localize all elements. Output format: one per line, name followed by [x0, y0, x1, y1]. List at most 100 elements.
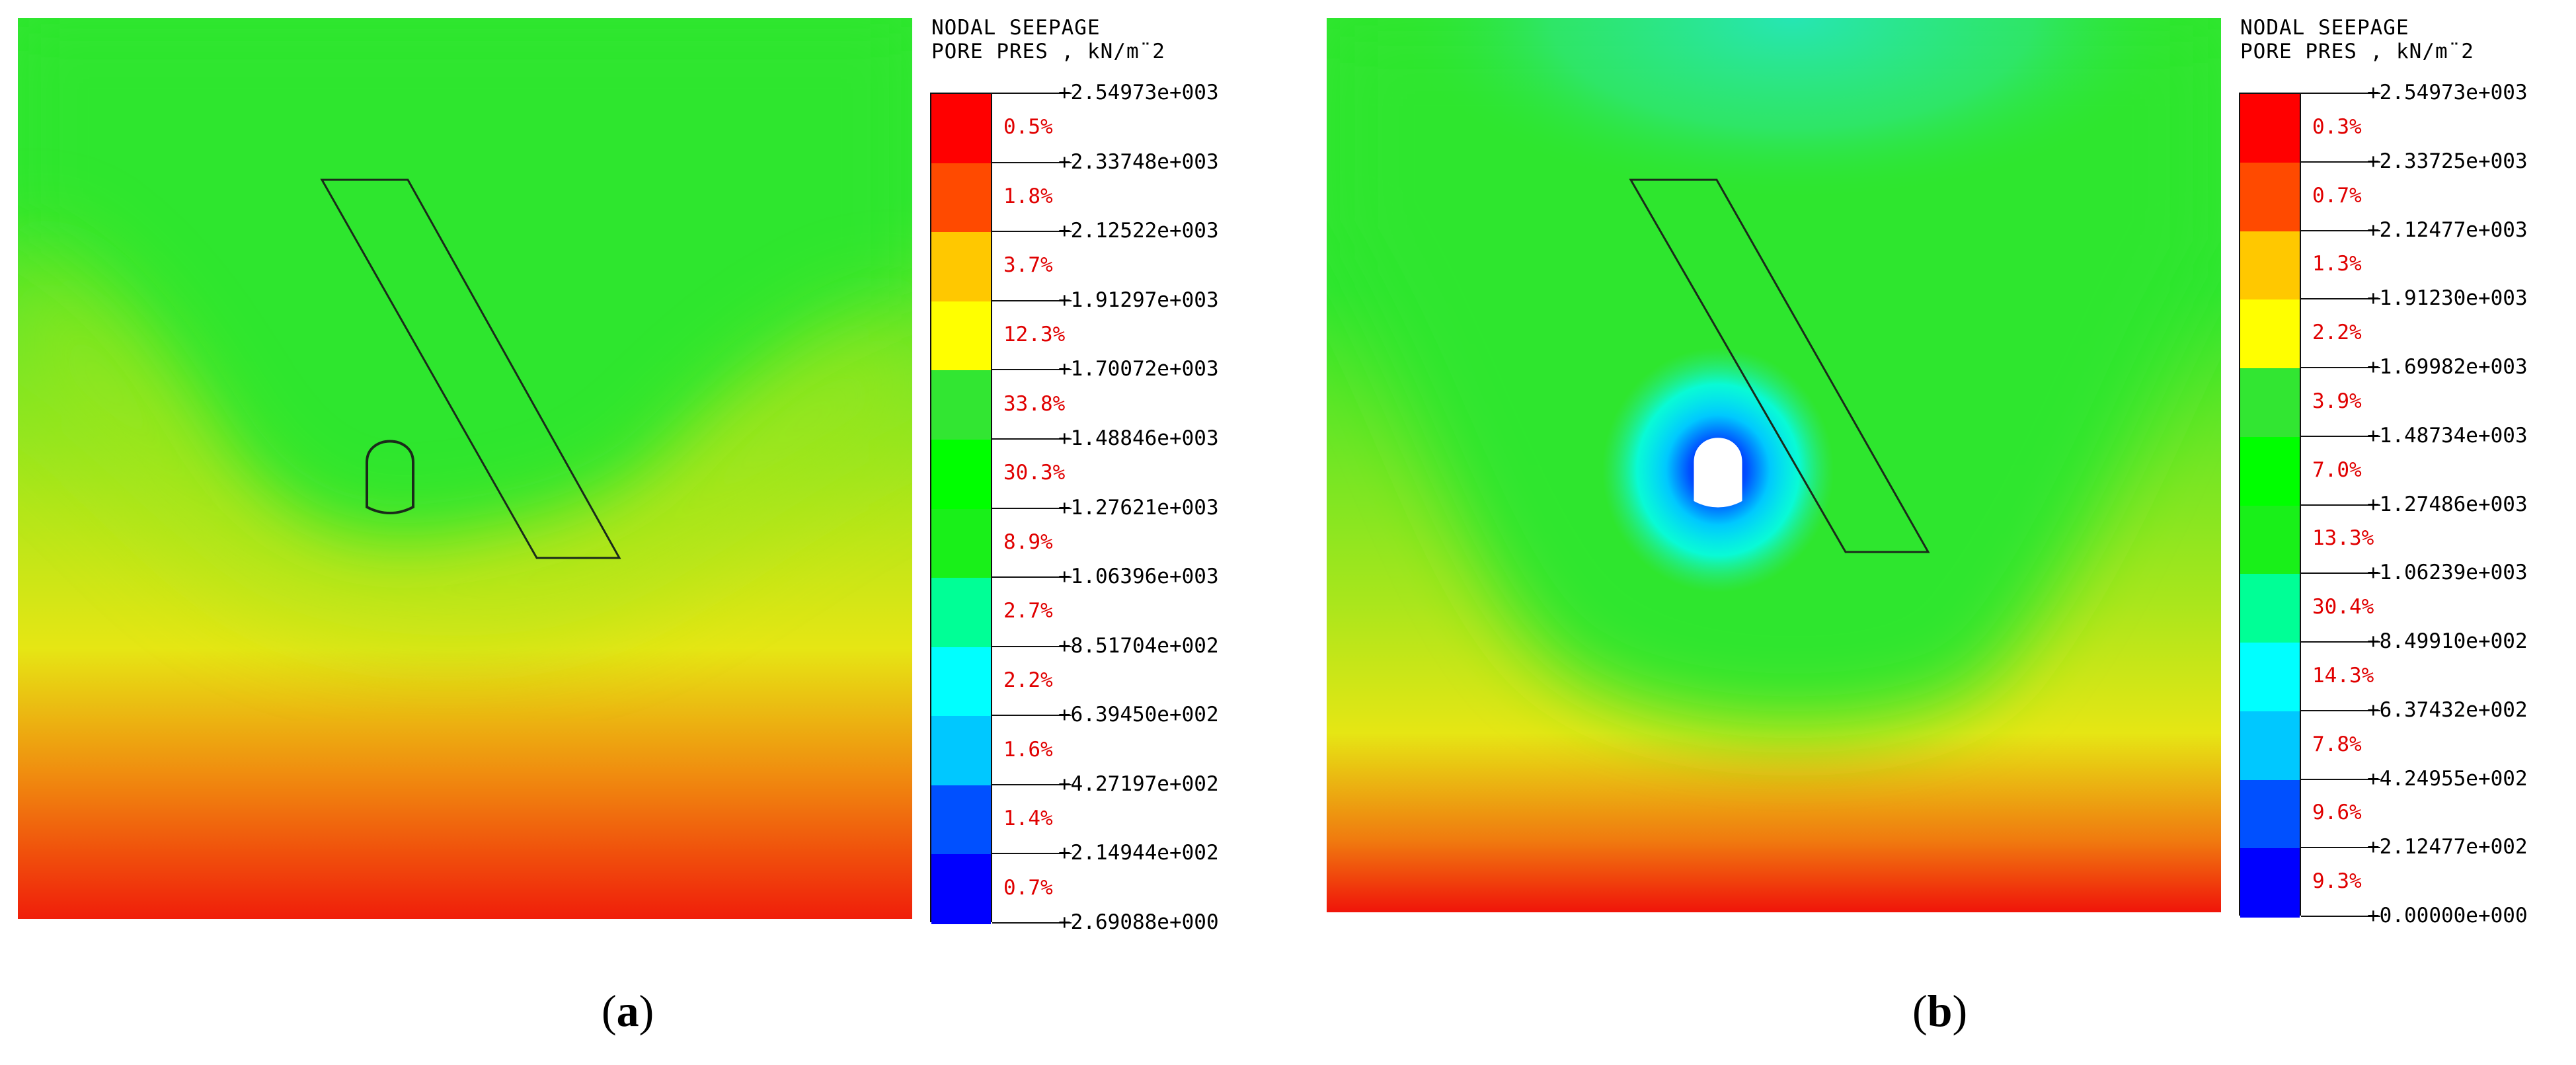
legend-tick-line: [992, 438, 1072, 440]
legend-swatch: [2240, 299, 2300, 369]
legend-percentage-label: 33.8%: [1003, 391, 1066, 416]
legend-percentage-label: 3.9%: [2312, 389, 2362, 413]
legend-swatch: [2240, 436, 2300, 506]
legend-value-label: +1.06239e+003: [2367, 561, 2528, 585]
legend-title-a: NODAL SEEPAGE PORE PRES , kN/m¨2: [931, 16, 1165, 63]
legend-percentage-label: 14.3%: [2312, 663, 2374, 688]
legend-value-label: +4.24955e+002: [2367, 766, 2528, 791]
legend-percentage-label: 8.9%: [1003, 530, 1053, 554]
legend-swatch: [931, 854, 991, 924]
legend-tick-line: [2301, 298, 2380, 300]
legend-value-label: +2.12522e+003: [1058, 219, 1219, 243]
legend-percentage-label: 1.3%: [2312, 252, 2362, 276]
color-legend-bar-a: [930, 93, 992, 924]
legend-value-label: +1.27486e+003: [2367, 492, 2528, 516]
legend-percentage-label: 30.3%: [1003, 461, 1066, 485]
caption-letter-a: a: [616, 986, 639, 1036]
legend-percentage-label: 1.8%: [1003, 184, 1053, 208]
legend-swatch: [2240, 368, 2300, 438]
legend-swatch: [931, 370, 991, 440]
legend-tick-line: [992, 783, 1072, 785]
legend-tick-line: [992, 645, 1072, 647]
legend-title-b: NODAL SEEPAGE PORE PRES , kN/m¨2: [2240, 16, 2474, 63]
legend-tick-line: [2301, 367, 2380, 368]
legend-percentage-label: 2.2%: [2312, 321, 2362, 345]
legend-percentage-label: 2.7%: [1003, 599, 1053, 623]
legend-percentage-label: 0.5%: [1003, 115, 1053, 139]
legend-tick-line: [992, 853, 1072, 855]
legend-tick-line: [2301, 93, 2380, 94]
contour-plot-b: [1327, 18, 2221, 912]
legend-swatch: [931, 439, 991, 510]
legend-swatch: [2240, 505, 2300, 575]
legend-percentage-label: 0.7%: [1003, 875, 1053, 900]
legend-swatch: [2240, 574, 2300, 643]
legend-value-label: +2.69088e+000: [1058, 910, 1219, 934]
legend-value-label: +2.33725e+003: [2367, 149, 2528, 173]
tunnel-outline: [366, 440, 414, 514]
legend-value-label: +1.06396e+003: [1058, 565, 1219, 589]
legend-value-label: +1.91230e+003: [2367, 286, 2528, 311]
legend-tick-line: [2301, 916, 2380, 917]
tunnel-opening: [1694, 438, 1742, 508]
legend-title-line2: PORE PRES , kN/m¨2: [931, 40, 1165, 63]
legend-tick-line: [992, 93, 1072, 94]
legend-swatch: [931, 647, 991, 717]
legend-value-label: +1.27621e+003: [1058, 495, 1219, 520]
legend-value-label: +8.49910e+002: [2367, 629, 2528, 653]
legend-percentage-label: 9.6%: [2312, 801, 2362, 825]
legend-percentage-label: 1.4%: [1003, 807, 1053, 831]
legend-swatch: [2240, 643, 2300, 712]
legend-tick-line: [992, 922, 1072, 924]
legend-percentage-label: 30.4%: [2312, 595, 2374, 619]
legend-swatch: [931, 716, 991, 786]
legend-swatch: [2240, 711, 2300, 781]
legend-percentage-label: 3.7%: [1003, 253, 1053, 278]
legend-tick-line: [992, 715, 1072, 717]
legend-value-label: +8.51704e+002: [1058, 633, 1219, 658]
legend-tick-line: [2301, 641, 2380, 643]
fault-zone-outline: [1629, 178, 1930, 553]
legend-swatch: [2240, 94, 2300, 163]
fault-zone-outline: [320, 178, 621, 559]
caption-letter-b: b: [1927, 986, 1953, 1036]
legend-percentage-label: 12.3%: [1003, 323, 1066, 347]
legend-swatch: [931, 508, 991, 579]
legend-value-label: +6.39450e+002: [1058, 703, 1219, 727]
legend-title-line1: NODAL SEEPAGE: [2240, 16, 2409, 40]
legend-value-label: +1.48846e+003: [1058, 426, 1219, 450]
legend-swatch: [2240, 848, 2300, 918]
legend-value-label: +2.54973e+003: [1058, 81, 1219, 104]
legend-value-label: +2.12477e+002: [2367, 835, 2528, 859]
color-legend-bar-b: [2239, 93, 2301, 918]
legend-tick-line: [992, 369, 1072, 371]
legend-tick-line: [2301, 229, 2380, 231]
legend-tick-line: [2301, 709, 2380, 711]
legend-swatch: [931, 94, 991, 164]
legend-value-label: +2.14944e+002: [1058, 841, 1219, 865]
legend-tick-line: [2301, 572, 2380, 574]
legend-swatch: [2240, 779, 2300, 849]
legend-tick-line: [2301, 161, 2380, 163]
legend-swatch: [2240, 231, 2300, 301]
legend-swatch: [2240, 162, 2300, 232]
legend-swatch: [931, 232, 991, 302]
legend-value-label: +1.48734e+003: [2367, 423, 2528, 448]
legend-swatch: [931, 578, 991, 648]
legend-percentage-label: 0.7%: [2312, 183, 2362, 208]
legend-value-label: +0.00000e+000: [2367, 904, 2528, 927]
legend-percentage-label: 7.8%: [2312, 732, 2362, 756]
legend-tick-line: [992, 299, 1072, 301]
legend-tick-line: [2301, 847, 2380, 849]
caption-a: (a): [602, 986, 654, 1036]
legend-tick-line: [992, 576, 1072, 578]
contour-plot-a: [18, 18, 912, 919]
legend-value-label: +2.12477e+003: [2367, 217, 2528, 242]
legend-value-label: +2.54973e+003: [2367, 81, 2528, 104]
legend-tick-line: [992, 507, 1072, 509]
legend-title-line1: NODAL SEEPAGE: [931, 16, 1101, 40]
legend-value-label: +2.33748e+003: [1058, 149, 1219, 174]
legend-tick-line: [992, 161, 1072, 163]
legend-swatch: [931, 163, 991, 233]
legend-value-label: +1.91297e+003: [1058, 288, 1219, 312]
